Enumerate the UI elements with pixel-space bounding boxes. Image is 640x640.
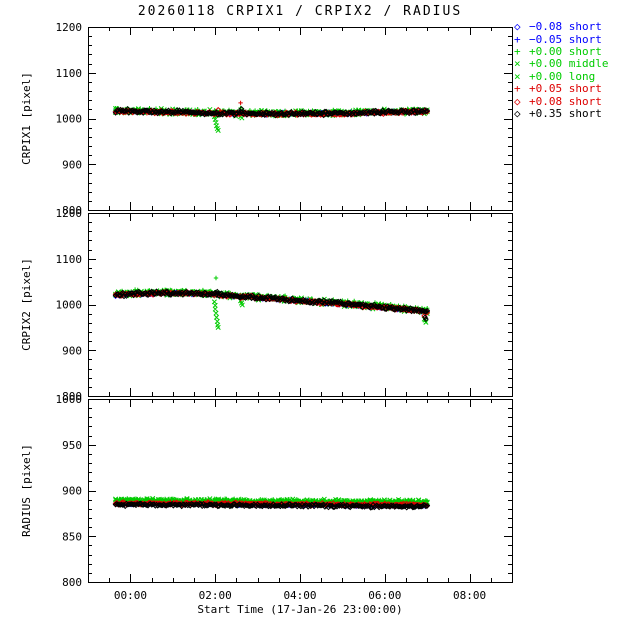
plot-frame [88, 27, 513, 211]
y-tick-label: 900 [62, 344, 82, 357]
legend-entry-label: +0.35 short [529, 106, 602, 120]
cross-marker-icon: × [514, 69, 521, 83]
crpix2-panel: 800 900 1000 1100 1200 CRPIX2 [pixel] [20, 207, 513, 403]
x-tick-label: 02:00 [199, 589, 232, 602]
chart-title: 20260118 CRPIX1 / CRPIX2 / RADIUS [137, 4, 463, 19]
legend-entry: ◇ −0.08 short [514, 21, 608, 33]
legend-entry-label: −0.08 short [529, 20, 602, 34]
series-+0.35-short [112, 288, 431, 323]
x-tick-label: 04:00 [283, 589, 316, 602]
plot-frame [88, 213, 513, 397]
y-tick-label: 1000 [56, 393, 83, 406]
legend-entry: + +0.05 short [514, 83, 608, 95]
legend-entry: × +0.00 middle [514, 58, 608, 70]
crpix1-panel: 800 900 1000 1100 1200 CRPIX1 [pixel] [20, 21, 513, 217]
y-tick-label: 1100 [56, 67, 83, 80]
y-tick-label: 1200 [56, 21, 83, 34]
y-tick-label: 850 [62, 530, 82, 543]
y-tick-label: 1100 [56, 253, 83, 266]
diamond-marker-icon: ◇ [514, 106, 521, 120]
plus-marker-icon: + [514, 44, 521, 58]
radius-panel: 800 850 900 950 1000 RADIUS [pixel] 00:00 02:00… [20, 393, 513, 602]
y-tick-label: 800 [62, 390, 82, 403]
x-tick-label: 08:00 [453, 589, 486, 602]
axis-ticks [88, 399, 513, 583]
axis-ticks [88, 27, 513, 211]
y-tick-label: 800 [62, 204, 82, 217]
x-tick-label: 00:00 [114, 589, 147, 602]
y-tick-label: 950 [62, 439, 82, 452]
y-tick-label: 1200 [56, 207, 83, 220]
y-axis-label: CRPIX1 [pixel] [20, 72, 33, 165]
legend-entry: ◇ +0.35 short [514, 106, 608, 120]
legend-entry-label: +0.00 middle [529, 57, 609, 71]
y-tick-label: 1000 [56, 113, 83, 126]
y-tick-label: 900 [62, 485, 82, 498]
x-axis-title: Start Time (17-Jan-26 23:00:00) [197, 603, 403, 616]
legend-entry: ◇ +0.08 short [514, 95, 608, 107]
legend-entry-label: +0.00 short [529, 44, 602, 58]
y-tick-label: 1000 [56, 299, 83, 312]
cross-marker-icon: × [514, 57, 521, 71]
legend-entry: + +0.00 short [514, 44, 608, 58]
x-tick-label: 06:00 [368, 589, 401, 602]
plus-marker-icon: + [514, 82, 521, 96]
legend-entry-label: +0.08 short [529, 94, 602, 108]
legend-entry-label: +0.05 short [529, 82, 602, 96]
series-+0.35-short [112, 500, 431, 511]
y-tick-label: 900 [62, 158, 82, 171]
plus-marker-icon: + [514, 32, 521, 46]
legend-entry: + −0.05 short [514, 33, 608, 45]
diamond-marker-icon: ◇ [514, 20, 521, 34]
legend-entry-label: −0.05 short [529, 32, 602, 46]
diamond-marker-icon: ◇ [514, 94, 521, 108]
y-axis-label: CRPIX2 [pixel] [20, 258, 33, 351]
y-tick-label: 800 [62, 576, 82, 589]
legend-entry: × +0.00 long [514, 69, 608, 83]
series-+0.35-short [112, 105, 431, 119]
plot-frame [88, 399, 513, 583]
legend-entry-label: +0.00 long [529, 69, 596, 83]
y-axis-label: RADIUS [pixel] [20, 444, 33, 537]
legend: ◇ −0.08 short + −0.05 short + +0.00 short × +0.… [514, 21, 608, 120]
